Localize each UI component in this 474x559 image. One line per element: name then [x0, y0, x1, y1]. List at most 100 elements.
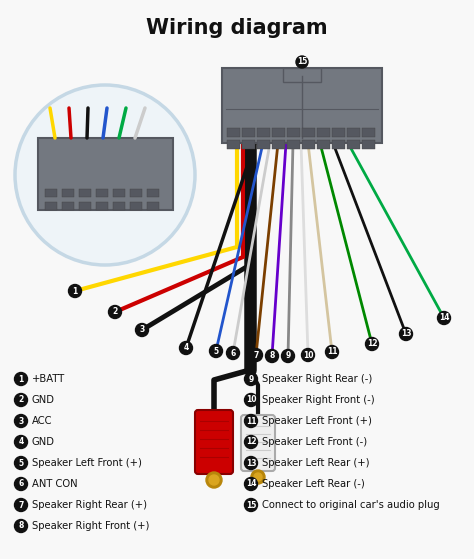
FancyBboxPatch shape [113, 189, 125, 197]
FancyBboxPatch shape [347, 140, 360, 149]
Circle shape [438, 311, 450, 325]
Circle shape [15, 457, 27, 470]
FancyBboxPatch shape [147, 189, 159, 197]
FancyBboxPatch shape [45, 189, 57, 197]
Circle shape [15, 499, 27, 511]
Circle shape [245, 457, 257, 470]
Circle shape [206, 472, 222, 488]
FancyBboxPatch shape [317, 128, 330, 137]
FancyBboxPatch shape [287, 140, 300, 149]
FancyBboxPatch shape [96, 189, 108, 197]
Text: Speaker Left Front (+): Speaker Left Front (+) [32, 458, 142, 468]
FancyBboxPatch shape [362, 128, 375, 137]
Text: 2: 2 [112, 307, 118, 316]
FancyBboxPatch shape [347, 128, 360, 137]
Text: 1: 1 [73, 287, 78, 296]
Text: 9: 9 [248, 375, 254, 383]
Text: 5: 5 [18, 458, 24, 467]
FancyBboxPatch shape [147, 202, 159, 210]
Text: 9: 9 [285, 352, 291, 361]
Text: 5: 5 [213, 347, 219, 356]
Circle shape [296, 56, 308, 68]
Circle shape [265, 349, 279, 362]
Text: 13: 13 [401, 329, 411, 339]
Text: 15: 15 [246, 500, 256, 509]
FancyBboxPatch shape [195, 410, 233, 474]
Text: Speaker Right Front (+): Speaker Right Front (+) [32, 521, 149, 531]
Text: 10: 10 [303, 350, 313, 359]
Circle shape [326, 345, 338, 358]
FancyBboxPatch shape [242, 128, 255, 137]
Circle shape [245, 394, 257, 406]
Text: GND: GND [32, 437, 55, 447]
Text: 4: 4 [183, 343, 189, 353]
FancyBboxPatch shape [332, 140, 345, 149]
Circle shape [251, 470, 265, 484]
Circle shape [136, 324, 148, 337]
FancyBboxPatch shape [130, 202, 142, 210]
Text: 6: 6 [230, 348, 236, 358]
FancyBboxPatch shape [38, 138, 173, 210]
Circle shape [282, 349, 294, 362]
Text: 14: 14 [246, 480, 256, 489]
Text: Speaker Left Front (-): Speaker Left Front (-) [262, 437, 367, 447]
Circle shape [365, 338, 379, 350]
Text: 1: 1 [18, 375, 24, 383]
FancyBboxPatch shape [362, 140, 375, 149]
Text: 7: 7 [253, 350, 259, 359]
Text: 8: 8 [18, 522, 24, 530]
FancyBboxPatch shape [96, 202, 108, 210]
Text: ACC: ACC [32, 416, 53, 426]
Text: Speaker Left Rear (-): Speaker Left Rear (-) [262, 479, 365, 489]
FancyBboxPatch shape [130, 189, 142, 197]
Text: 10: 10 [246, 396, 256, 405]
Circle shape [15, 477, 27, 490]
Circle shape [245, 499, 257, 511]
Circle shape [227, 347, 239, 359]
Circle shape [301, 348, 315, 362]
FancyBboxPatch shape [272, 128, 285, 137]
FancyBboxPatch shape [332, 128, 345, 137]
Text: Speaker Right Rear (+): Speaker Right Rear (+) [32, 500, 147, 510]
Text: 13: 13 [246, 458, 256, 467]
FancyBboxPatch shape [317, 140, 330, 149]
Text: 15: 15 [297, 58, 307, 67]
Circle shape [69, 285, 82, 297]
FancyBboxPatch shape [272, 140, 285, 149]
Circle shape [109, 306, 121, 319]
Text: Speaker Left Rear (+): Speaker Left Rear (+) [262, 458, 370, 468]
Text: Connect to original car's audio plug: Connect to original car's audio plug [262, 500, 440, 510]
Circle shape [15, 394, 27, 406]
Circle shape [15, 372, 27, 386]
Text: +BATT: +BATT [32, 374, 65, 384]
FancyBboxPatch shape [45, 202, 57, 210]
FancyBboxPatch shape [79, 202, 91, 210]
FancyBboxPatch shape [283, 68, 321, 82]
Text: 14: 14 [439, 314, 449, 323]
Text: 2: 2 [18, 396, 24, 405]
Circle shape [245, 435, 257, 448]
FancyBboxPatch shape [113, 202, 125, 210]
Text: 11: 11 [327, 348, 337, 357]
FancyBboxPatch shape [302, 140, 315, 149]
FancyBboxPatch shape [287, 128, 300, 137]
Text: 3: 3 [139, 325, 145, 334]
FancyBboxPatch shape [62, 202, 74, 210]
Text: 12: 12 [367, 339, 377, 348]
Circle shape [209, 475, 219, 485]
Circle shape [210, 344, 222, 358]
Circle shape [249, 348, 263, 362]
FancyBboxPatch shape [222, 68, 382, 143]
FancyBboxPatch shape [227, 140, 240, 149]
FancyBboxPatch shape [241, 415, 275, 471]
Text: ANT CON: ANT CON [32, 479, 78, 489]
Text: GND: GND [32, 395, 55, 405]
Circle shape [15, 85, 195, 265]
FancyBboxPatch shape [62, 189, 74, 197]
FancyBboxPatch shape [242, 140, 255, 149]
Circle shape [245, 477, 257, 490]
Text: Speaker Left Front (+): Speaker Left Front (+) [262, 416, 372, 426]
Text: 7: 7 [18, 500, 24, 509]
Circle shape [245, 415, 257, 428]
Text: 12: 12 [246, 438, 256, 447]
